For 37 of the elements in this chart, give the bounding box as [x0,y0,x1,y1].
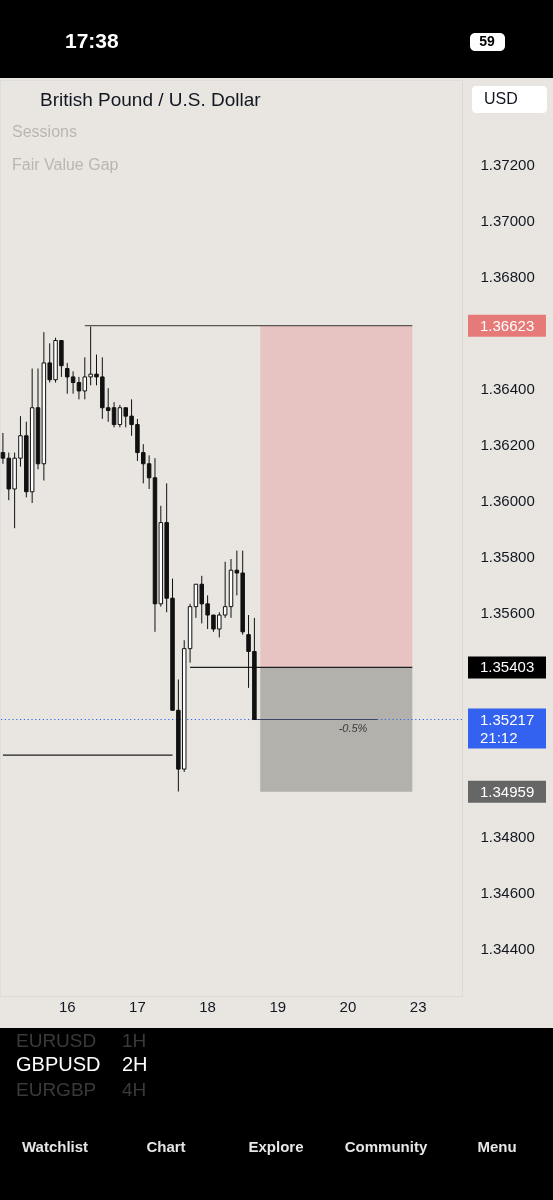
y-tick-label: 1.35800 [480,547,535,565]
text: USD [484,90,518,107]
text: 4H [122,1079,147,1100]
x-tick-label: 20 [339,997,357,1015]
x-tick-label: 16 [58,997,76,1015]
y-tick-label: 1.36000 [480,491,535,509]
text: EURGBP [16,1079,97,1100]
ref-line-label: 1.35403 [480,658,535,676]
text: EURUSD [16,1030,97,1051]
y-tick-label: 1.36800 [480,267,535,285]
text: Menu [477,1138,517,1155]
x-tick-label: 23 [409,997,427,1015]
x-tick-label: 19 [269,997,287,1015]
y-tick-label: 1.35600 [480,603,535,621]
x-tick-label: 18 [199,997,216,1015]
y-tick-label: 1.36400 [480,379,535,397]
y-tick-label: 1.37200 [480,155,535,173]
chart-title: British Pound / U.S. Dollar [40,89,262,110]
text: Explore [248,1138,304,1155]
text: GBPUSD [16,1053,101,1075]
text: 1H [122,1030,147,1051]
y-tick-label: 1.34600 [480,883,535,901]
y-tick-label: 1.34400 [480,939,535,957]
text: Community [344,1138,428,1155]
text: Chart [146,1138,186,1155]
ref-line-label: 1.36623 [480,316,535,334]
y-tick-label: 1.36200 [480,435,535,453]
ref-line-label: 1.35217 21:12 [480,710,535,746]
y-tick-label: 1.34800 [480,827,535,845]
text: Watchlist [21,1138,89,1155]
annotation: -0.5% [338,722,368,734]
ref-line-label: 1.34959 [480,782,535,800]
text: 59 [479,33,495,49]
x-tick-label: 17 [129,997,146,1015]
text: 17:38 [65,29,120,52]
text: 2H [122,1053,148,1075]
y-tick-label: 1.37000 [480,211,535,229]
